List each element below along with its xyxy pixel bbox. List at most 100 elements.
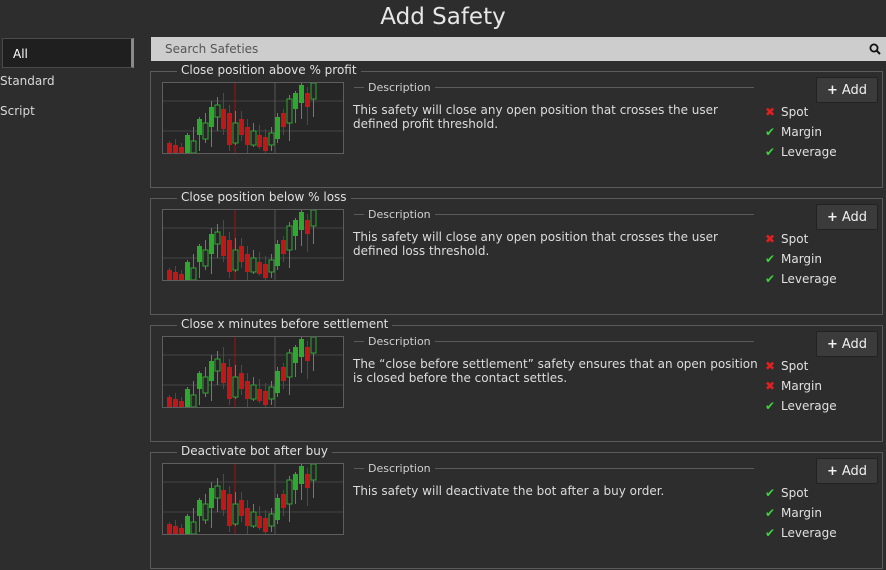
checkmark-icon: ✔ bbox=[764, 399, 776, 413]
cross-icon: ✖ bbox=[764, 232, 776, 246]
candle bbox=[275, 494, 280, 524]
candle bbox=[239, 492, 244, 522]
search-icon[interactable] bbox=[864, 37, 886, 61]
candlestick-chart-svg bbox=[163, 210, 343, 280]
candle bbox=[197, 244, 202, 278]
candle bbox=[214, 224, 221, 258]
candle bbox=[232, 238, 239, 272]
candle bbox=[305, 87, 310, 125]
candle bbox=[197, 498, 202, 532]
candle bbox=[293, 91, 298, 123]
candle bbox=[202, 494, 209, 524]
safety-card: Deactivate bot after buy Description Thi… bbox=[150, 444, 883, 569]
add-label: Add bbox=[841, 209, 868, 225]
add-button[interactable]: + Add bbox=[816, 458, 878, 484]
candle bbox=[275, 240, 280, 270]
candle bbox=[305, 341, 310, 379]
sidebar: All Standard Script bbox=[0, 36, 136, 570]
support-label: Leverage bbox=[781, 526, 837, 540]
add-button[interactable]: + Add bbox=[816, 204, 878, 230]
candle bbox=[286, 222, 293, 268]
candle bbox=[263, 383, 268, 407]
candle bbox=[286, 95, 293, 141]
candle bbox=[245, 246, 250, 280]
description-label: Description bbox=[364, 335, 435, 348]
support-label: Spot bbox=[781, 486, 809, 500]
candle bbox=[310, 210, 317, 244]
search-input[interactable] bbox=[151, 37, 864, 61]
candle bbox=[190, 127, 197, 153]
candle bbox=[190, 508, 197, 534]
sidebar-item-standard[interactable]: Standard bbox=[0, 74, 55, 88]
candle bbox=[286, 476, 293, 522]
candle bbox=[245, 119, 250, 153]
candle bbox=[263, 129, 268, 153]
candle bbox=[227, 359, 232, 405]
plus-icon: + bbox=[826, 209, 838, 225]
candle bbox=[214, 351, 221, 385]
candle bbox=[167, 522, 172, 534]
candle bbox=[305, 214, 310, 252]
checkmark-icon: ✔ bbox=[764, 125, 776, 139]
candle bbox=[232, 492, 239, 526]
candle bbox=[250, 250, 257, 274]
safety-title: Deactivate bot after buy bbox=[177, 444, 332, 458]
candle bbox=[173, 139, 178, 153]
support-label: Margin bbox=[781, 379, 822, 393]
safety-description: This safety will close any open position… bbox=[353, 103, 718, 131]
support-label: Leverage bbox=[781, 272, 837, 286]
candle bbox=[221, 474, 226, 516]
candle bbox=[310, 464, 317, 498]
candle bbox=[293, 345, 298, 377]
candle bbox=[257, 252, 262, 276]
candle bbox=[173, 393, 178, 407]
description-label: Description bbox=[364, 208, 435, 221]
candle bbox=[179, 143, 184, 153]
candle bbox=[293, 218, 298, 250]
add-label: Add bbox=[841, 336, 868, 352]
candle bbox=[221, 220, 226, 262]
support-list: ✖ Spot ✔ Margin ✔ Leverage bbox=[763, 229, 873, 289]
safety-card: Close x minutes before settlement Descri… bbox=[150, 317, 883, 442]
sidebar-item-script[interactable]: Script bbox=[0, 104, 35, 118]
add-button[interactable]: + Add bbox=[816, 77, 878, 103]
support-label: Spot bbox=[781, 232, 809, 246]
candle bbox=[268, 127, 275, 151]
support-list: ✖ Spot ✖ Margin ✔ Leverage bbox=[763, 356, 873, 416]
candle bbox=[299, 83, 304, 119]
candle bbox=[209, 101, 214, 147]
candle bbox=[214, 97, 221, 131]
sidebar-item-all[interactable]: All bbox=[2, 38, 134, 68]
candle bbox=[209, 482, 214, 528]
support-leverage: ✔ Leverage bbox=[763, 269, 873, 289]
candle bbox=[268, 254, 275, 278]
support-list: ✔ Spot ✔ Margin ✔ Leverage bbox=[763, 483, 873, 543]
support-margin: ✔ Margin bbox=[763, 122, 873, 142]
candlestick-chart-svg bbox=[163, 83, 343, 153]
support-label: Leverage bbox=[781, 399, 837, 413]
candle bbox=[179, 397, 184, 407]
support-leverage: ✔ Leverage bbox=[763, 523, 873, 543]
add-button[interactable]: + Add bbox=[816, 331, 878, 357]
candle bbox=[239, 365, 244, 395]
candle bbox=[202, 367, 209, 397]
divider bbox=[354, 214, 754, 215]
candle bbox=[263, 256, 268, 280]
candle bbox=[257, 506, 262, 530]
cross-icon: ✖ bbox=[764, 105, 776, 119]
candle bbox=[227, 232, 232, 278]
plus-icon: + bbox=[826, 82, 838, 98]
support-leverage: ✔ Leverage bbox=[763, 396, 873, 416]
candle bbox=[185, 260, 190, 280]
candle bbox=[281, 236, 286, 262]
candle bbox=[197, 371, 202, 405]
candle bbox=[250, 377, 257, 401]
add-label: Add bbox=[841, 463, 868, 479]
divider bbox=[354, 87, 754, 88]
candle bbox=[250, 123, 257, 147]
candle bbox=[263, 510, 268, 534]
candle bbox=[281, 109, 286, 135]
support-list: ✖ Spot ✔ Margin ✔ Leverage bbox=[763, 102, 873, 162]
candle bbox=[214, 478, 221, 512]
support-label: Spot bbox=[781, 105, 809, 119]
